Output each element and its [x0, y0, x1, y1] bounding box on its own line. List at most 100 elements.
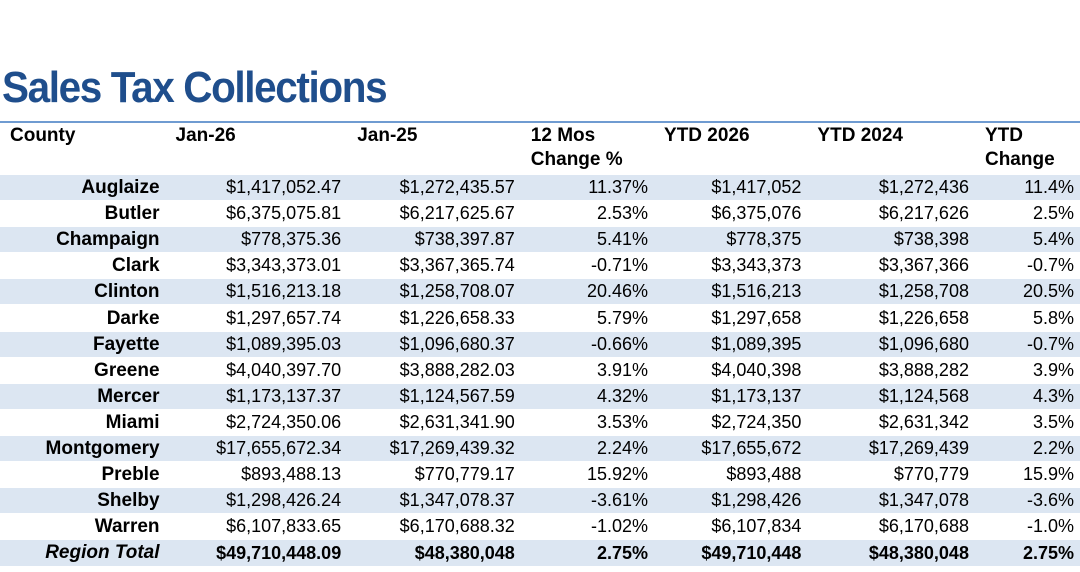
- ytd-2026-cell: $1,417,052: [654, 175, 808, 202]
- change-12mos-cell: 2.24%: [520, 435, 655, 463]
- county-cell: Montgomery: [0, 435, 166, 463]
- region-total-row: Region Total $49,710,448.09 $48,380,048 …: [0, 539, 1080, 567]
- jan-26-cell: $6,375,075.81: [165, 200, 348, 228]
- header-jan-25: Jan-25: [357, 125, 418, 146]
- jan-26-cell: $1,516,213.18: [165, 278, 348, 306]
- jan-26-cell: $1,089,395.03: [165, 331, 348, 358]
- ytd-change-cell: -1.0%: [974, 513, 1080, 541]
- change-12mos-cell: 4.32%: [520, 383, 655, 410]
- total-ytd-change: 2.75%: [974, 539, 1080, 567]
- ytd-change-cell: 3.5%: [974, 409, 1080, 436]
- county-cell: Greene: [0, 357, 166, 384]
- change-12mos-cell: 2.53%: [520, 200, 655, 228]
- jan-26-cell: $4,040,397.70: [165, 357, 348, 384]
- table-row: Montgomery $17,655,672.34 $17,269,439.32 2.…: [0, 435, 1080, 463]
- total-ytd-2026: $49,710,448: [654, 539, 808, 567]
- table-row: Greene $4,040,397.70 $3,888,282.03 3.91% $4,…: [0, 357, 1080, 384]
- table-row: Darke $1,297,657.74 $1,226,658.33 5.79% $1,2…: [0, 304, 1080, 332]
- jan-25-cell: $1,124,567.59: [347, 383, 521, 410]
- county-cell: Shelby: [0, 487, 166, 515]
- change-12mos-cell: 20.46%: [520, 278, 655, 306]
- change-12mos-cell: 3.91%: [520, 357, 655, 384]
- change-12mos-cell: -0.71%: [520, 252, 655, 280]
- header-ytd-change: YTD Change: [984, 125, 1055, 170]
- table-row: Fayette $1,089,395.03 $1,096,680.37 -0.66% $…: [0, 331, 1080, 358]
- title-rule: [0, 121, 1080, 123]
- total-jan-26: $49,710,448.09: [165, 539, 348, 567]
- ytd-2024-cell: $2,631,342: [807, 409, 975, 436]
- ytd-2024-cell: $1,096,680: [807, 331, 975, 358]
- jan-26-cell: $1,297,657.74: [165, 304, 348, 332]
- county-cell: Butler: [0, 200, 166, 228]
- ytd-2026-cell: $2,724,350: [654, 409, 808, 436]
- ytd-change-cell: 4.3%: [974, 383, 1080, 410]
- table-row: Mercer $1,173,137.37 $1,124,567.59 4.32% $1,…: [0, 383, 1080, 410]
- ytd-2024-cell: $770,779: [807, 461, 975, 489]
- ytd-2024-cell: $738,398: [807, 226, 975, 254]
- total-jan-25: $48,380,048: [347, 539, 521, 567]
- ytd-change-cell: -3.6%: [974, 487, 1080, 515]
- ytd-2026-cell: $778,375: [654, 226, 808, 254]
- sales-tax-table: County Jan-26 Jan-25 12 Mos Change % YTD…: [0, 123, 1080, 567]
- page-title: Sales Tax Collections: [2, 63, 388, 112]
- jan-25-cell: $770,779.17: [347, 461, 521, 489]
- jan-26-cell: $17,655,672.34: [165, 435, 348, 463]
- table-row: Clinton $1,516,213.18 $1,258,708.07 20.46% $…: [0, 278, 1080, 306]
- ytd-change-cell: 5.8%: [974, 304, 1080, 332]
- ytd-2026-cell: $1,516,213: [654, 278, 808, 306]
- county-cell: Warren: [0, 513, 166, 541]
- ytd-change-cell: 3.9%: [974, 357, 1080, 384]
- county-cell: Champaign: [0, 226, 166, 254]
- ytd-2026-cell: $893,488: [654, 461, 808, 489]
- ytd-change-cell: 11.4%: [974, 175, 1080, 202]
- ytd-2026-cell: $1,298,426: [654, 487, 808, 515]
- ytd-2024-cell: $6,217,626: [807, 200, 975, 228]
- header-jan-26: Jan-26: [175, 125, 236, 146]
- table-row: Auglaize $1,417,052.47 $1,272,435.57 11.37%…: [0, 175, 1080, 202]
- ytd-2024-cell: $1,272,436: [807, 175, 975, 202]
- jan-25-cell: $1,258,708.07: [347, 278, 521, 306]
- ytd-2024-cell: $1,124,568: [807, 383, 975, 410]
- jan-25-cell: $17,269,439.32: [347, 435, 521, 463]
- ytd-change-cell: 2.2%: [974, 435, 1080, 463]
- jan-25-cell: $1,226,658.33: [347, 304, 521, 332]
- table-row: Preble $893,488.13 $770,779.17 15.92% $893,4…: [0, 461, 1080, 489]
- ytd-2024-cell: $1,226,658: [807, 304, 975, 332]
- ytd-change-cell: 2.5%: [974, 200, 1080, 228]
- ytd-change-cell: -0.7%: [974, 252, 1080, 280]
- county-cell: Fayette: [0, 331, 166, 358]
- ytd-2024-cell: $3,888,282: [807, 357, 975, 384]
- ytd-2026-cell: $1,089,395: [654, 331, 808, 358]
- jan-26-cell: $3,343,373.01: [165, 252, 348, 280]
- header-row: County Jan-26 Jan-25 12 Mos Change % YTD…: [0, 123, 1080, 175]
- change-12mos-cell: 5.41%: [520, 226, 655, 254]
- ytd-2026-cell: $17,655,672: [654, 435, 808, 463]
- jan-26-cell: $893,488.13: [165, 461, 348, 489]
- ytd-change-cell: 20.5%: [974, 278, 1080, 306]
- total-ytd-2024: $48,380,048: [807, 539, 975, 567]
- change-12mos-cell: 3.53%: [520, 409, 655, 436]
- ytd-2024-cell: $3,367,366: [807, 252, 975, 280]
- total-label: Region Total: [0, 539, 166, 567]
- jan-26-cell: $778,375.36: [165, 226, 348, 254]
- header-12mos-change: 12 Mos Change %: [530, 125, 623, 170]
- change-12mos-cell: 11.37%: [520, 175, 655, 202]
- jan-26-cell: $1,298,426.24: [165, 487, 348, 515]
- change-12mos-cell: 5.79%: [520, 304, 655, 332]
- table-row: Champaign $778,375.36 $738,397.87 5.41% $778…: [0, 226, 1080, 254]
- ytd-change-cell: 5.4%: [974, 226, 1080, 254]
- county-cell: Darke: [0, 304, 166, 332]
- table-row: Butler $6,375,075.81 $6,217,625.67 2.53% $6,…: [0, 200, 1080, 228]
- county-cell: Clinton: [0, 278, 166, 306]
- jan-25-cell: $1,096,680.37: [347, 331, 521, 358]
- jan-25-cell: $3,888,282.03: [347, 357, 521, 384]
- ytd-2026-cell: $6,375,076: [654, 200, 808, 228]
- county-cell: Miami: [0, 409, 166, 436]
- jan-26-cell: $1,417,052.47: [165, 175, 348, 202]
- ytd-2024-cell: $1,258,708: [807, 278, 975, 306]
- table-row: Warren $6,107,833.65 $6,170,688.32 -1.02% $6…: [0, 513, 1080, 541]
- ytd-2026-cell: $3,343,373: [654, 252, 808, 280]
- jan-26-cell: $1,173,137.37: [165, 383, 348, 410]
- jan-25-cell: $1,347,078.37: [347, 487, 521, 515]
- jan-25-cell: $6,217,625.67: [347, 200, 521, 228]
